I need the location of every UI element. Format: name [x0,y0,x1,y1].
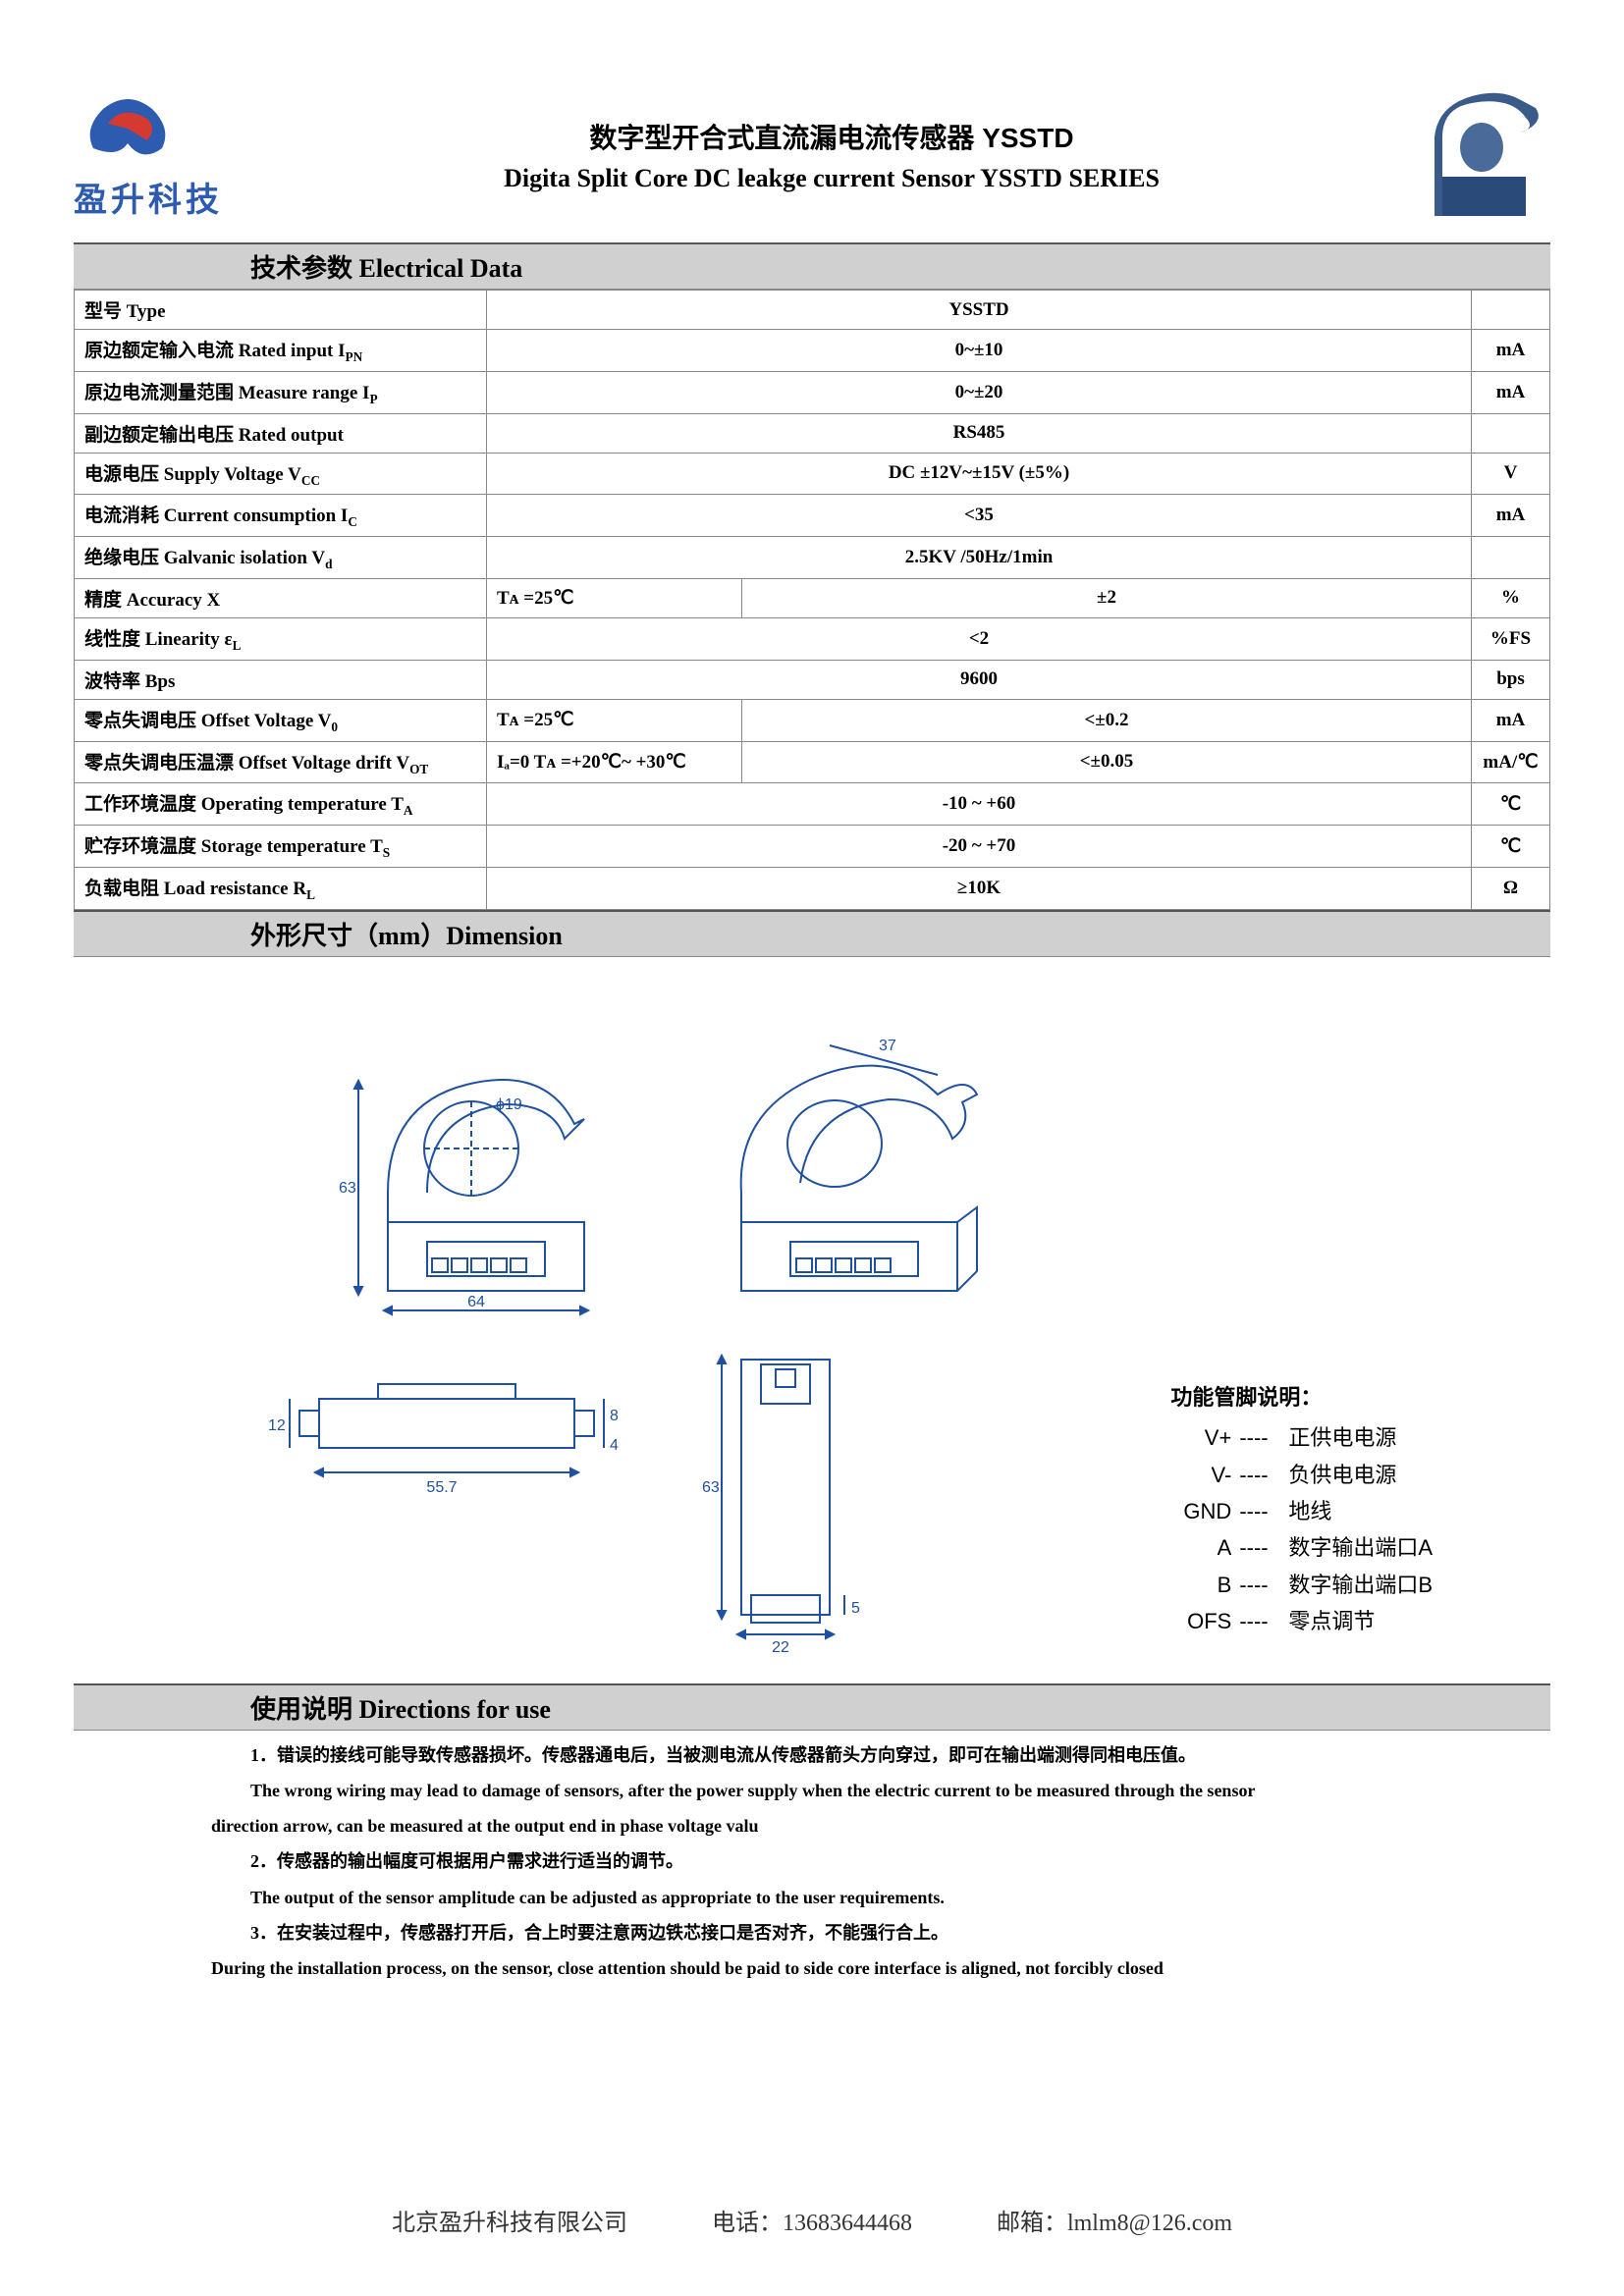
title-en: Digita Split Core DC leakge current Sens… [270,164,1393,193]
svg-text:63: 63 [702,1479,720,1496]
pin-row: B----数字输出端口B [1170,1567,1433,1603]
table-row: 副边额定输出电压 Rated outputRS485 [75,413,1550,453]
table-row: 原边额定输入电流 Rated input IPN0~±10mA [75,330,1550,372]
spec-table: 型号 TypeYSSTD 原边额定输入电流 Rated input IPN0~±… [74,290,1550,910]
pin-description: 功能管脚说明： V+----正供电电源V-----负供电电源GND----地线A… [1170,1379,1433,1640]
table-row: 负载电阻 Load resistance RL≥10KΩ [75,867,1550,909]
svg-text:12: 12 [268,1417,286,1434]
svg-text:5: 5 [851,1600,860,1617]
table-row: 绝缘电压 Galvanic isolation Vd2.5KV /50Hz/1m… [75,537,1550,579]
svg-text:ϕ19: ϕ19 [496,1096,522,1113]
footer-email: 邮箱：lmlm8@126.com [997,2211,1232,2236]
table-row: 电流消耗 Current consumption IC<35mA [75,495,1550,537]
pin-row: OFS----零点调节 [1170,1603,1433,1639]
instruction-1-en: The wrong wiring may lead to damage of s… [250,1774,1472,1807]
front-view-diagram: ϕ19 63 64 [309,987,623,1320]
table-row: 原边电流测量范围 Measure range IP0~±20mA [75,371,1550,413]
section-electrical: 技术参数 Electrical Data [74,242,1550,290]
svg-text:55.7: 55.7 [426,1479,457,1496]
pin-row: A----数字输出端口A [1170,1529,1433,1566]
title-cn: 数字型开合式直流漏电流传感器 YSSTD [270,117,1393,156]
footer-phone: 电话：13683644468 [712,2211,912,2236]
instruction-1-cn: 1．错误的接线可能导致传感器损坏。传感器通电后，当被测电流从传感器箭头方向穿过，… [250,1738,1472,1772]
page-footer: 北京盈升科技有限公司 电话：13683644468 邮箱：lmlm8@126.c… [0,2203,1624,2237]
svg-text:37: 37 [879,1038,896,1054]
company-name-cn: 盈升科技 [74,173,270,221]
svg-text:4: 4 [610,1437,619,1454]
instruction-1-en2: direction arrow, can be measured at the … [211,1809,1472,1842]
section-dimension: 外形尺寸（mm）Dimension [74,910,1550,957]
top-view-diagram: 63 22 5 [682,1340,879,1654]
table-row: 精度 Accuracy XTᴀ =25℃±2% [75,578,1550,617]
svg-text:8: 8 [610,1408,619,1424]
section-directions: 使用说明 Directions for use [74,1683,1550,1731]
title-block: 数字型开合式直流漏电流传感器 YSSTD Digita Split Core D… [270,117,1393,193]
table-row: 电源电压 Supply Voltage VCCDC ±12V~±15V (±5%… [75,453,1550,495]
table-row: 型号 TypeYSSTD [75,291,1550,330]
logo-icon [74,89,182,168]
page-header: 盈升科技 数字型开合式直流漏电流传感器 YSSTD Digita Split C… [74,79,1550,231]
pin-row: V+----正供电电源 [1170,1419,1433,1456]
instructions-block: 1．错误的接线可能导致传感器损坏。传感器通电后，当被测电流从传感器箭头方向穿过，… [74,1731,1550,1985]
company-logo: 盈升科技 [74,89,270,221]
dimension-diagrams: ϕ19 63 64 [74,957,1550,1674]
side-view-diagram: 12 55.7 8 4 [250,1340,623,1517]
instruction-2-en: The output of the sensor amplitude can b… [250,1881,1472,1914]
product-photo [1393,79,1550,231]
table-row: 贮存环境温度 Storage temperature TS-20 ~ +70℃ [75,826,1550,868]
pin-row: V-----负供电电源 [1170,1457,1433,1493]
svg-text:64: 64 [467,1294,485,1310]
table-row: 零点失调电压 Offset Voltage V0Tᴀ =25℃<±0.2mA [75,699,1550,741]
instruction-2-cn: 2．传感器的输出幅度可根据用户需求进行适当的调节。 [250,1844,1472,1878]
pin-row: GND----地线 [1170,1493,1433,1529]
svg-text:22: 22 [772,1639,789,1654]
table-row: 零点失调电压温漂 Offset Voltage drift VOTIₐ=0 Tᴀ… [75,741,1550,783]
table-row: 工作环境温度 Operating temperature TA-10 ~ +60… [75,783,1550,826]
instruction-3-cn: 3．在安装过程中，传感器打开后，合上时要注意两边铁芯接口是否对齐，不能强行合上。 [250,1916,1472,1949]
svg-text:63: 63 [339,1180,356,1197]
table-row: 线性度 Linearity εL<2%FS [75,617,1550,660]
footer-company: 北京盈升科技有限公司 [392,2211,627,2236]
iso-view-diagram: 37 [682,987,1016,1320]
instruction-3-en: During the installation process, on the … [211,1951,1472,1985]
pin-title: 功能管脚说明： [1170,1379,1433,1415]
table-row: 波特率 Bps9600bps [75,660,1550,699]
